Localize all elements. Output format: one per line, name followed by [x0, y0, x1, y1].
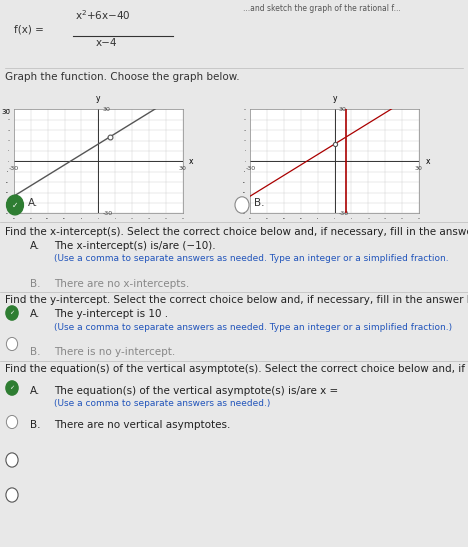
Text: ✓: ✓ [9, 386, 15, 391]
Text: The x-intercept(s) is/are (−10).: The x-intercept(s) is/are (−10). [54, 241, 215, 251]
Text: Find the x-intercept(s). Select the correct choice below and, if necessary, fill: Find the x-intercept(s). Select the corr… [5, 227, 468, 237]
Text: B.: B. [30, 347, 41, 357]
Text: -30: -30 [339, 211, 349, 216]
Text: $\mathregular{x^2}$+6x−40: $\mathregular{x^2}$+6x−40 [75, 8, 131, 22]
Text: x: x [189, 157, 194, 166]
Text: The y-intercept is 10 .: The y-intercept is 10 . [54, 309, 168, 319]
Text: 30: 30 [2, 109, 11, 115]
Text: ✓: ✓ [12, 201, 18, 210]
Text: ...and sketch the graph of the rational f...: ...and sketch the graph of the rational … [243, 4, 401, 13]
Text: Find the equation(s) of the vertical asymptote(s). Select the correct choice bel: Find the equation(s) of the vertical asy… [5, 364, 468, 374]
Text: A.: A. [30, 241, 41, 251]
Text: x−4: x−4 [96, 38, 117, 48]
Text: 30: 30 [102, 107, 110, 112]
Text: B.: B. [254, 199, 264, 208]
Text: The equation(s) of the vertical asymptote(s) is/are x =: The equation(s) of the vertical asymptot… [54, 386, 338, 395]
Text: There is no y-intercept.: There is no y-intercept. [54, 347, 175, 357]
Text: y: y [332, 94, 337, 103]
Text: 30: 30 [179, 166, 186, 171]
Text: There are no x-intercepts.: There are no x-intercepts. [54, 279, 189, 289]
Text: 30: 30 [339, 107, 347, 112]
Text: B.: B. [30, 279, 41, 289]
Text: A.: A. [30, 309, 41, 319]
Text: There are no vertical asymptotes.: There are no vertical asymptotes. [54, 420, 230, 429]
Text: f(x) =: f(x) = [14, 25, 44, 34]
Text: (Use a comma to separate answers as needed. Type an integer or a simplified frac: (Use a comma to separate answers as need… [54, 323, 452, 331]
Text: -30: -30 [9, 166, 19, 171]
Text: -30: -30 [245, 166, 256, 171]
Text: y: y [96, 94, 101, 103]
Text: ✓: ✓ [9, 311, 15, 316]
Text: Graph the function. Choose the graph below.: Graph the function. Choose the graph bel… [5, 72, 239, 82]
Text: B.: B. [30, 420, 41, 429]
Text: A.: A. [28, 199, 38, 208]
Text: (Use a comma to separate answers as needed. Type an integer or a simplified frac: (Use a comma to separate answers as need… [54, 254, 448, 263]
Text: (Use a comma to separate answers as needed.): (Use a comma to separate answers as need… [54, 399, 270, 408]
Text: 30: 30 [415, 166, 423, 171]
Text: A.: A. [30, 386, 41, 395]
Text: x: x [425, 157, 430, 166]
Text: Find the y-intercept. Select the correct choice below and, if necessary, fill in: Find the y-intercept. Select the correct… [5, 295, 468, 305]
Text: -30: -30 [102, 211, 113, 216]
